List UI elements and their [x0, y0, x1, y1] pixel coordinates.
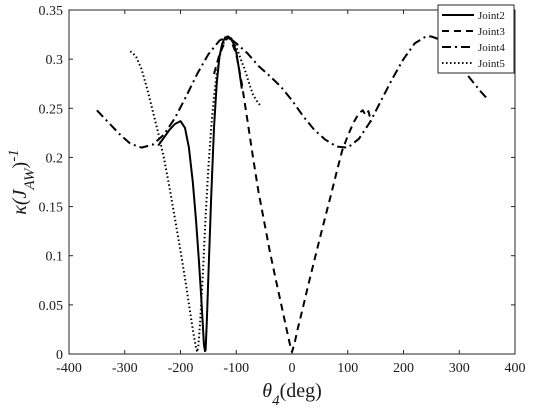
x-tick-label: 400 — [505, 361, 526, 376]
y-tick-label: 0.35 — [39, 4, 64, 19]
legend-label: Joint5 — [478, 58, 505, 70]
series-line-joint4 — [96, 35, 488, 149]
x-tick-label: -400 — [56, 361, 82, 376]
y-tick-label: 0 — [56, 348, 63, 363]
y-tick-label: 0.2 — [46, 151, 64, 166]
y-tick-label: 0.3 — [46, 53, 64, 68]
x-tick-label: -200 — [168, 361, 194, 376]
legend-label: Joint2 — [478, 10, 505, 22]
x-tick-label: 300 — [449, 361, 470, 376]
legend-label: Joint4 — [478, 42, 505, 54]
y-tick-label: 0.1 — [46, 250, 64, 265]
x-tick-label: -100 — [223, 361, 249, 376]
x-tick-label: 200 — [393, 361, 414, 376]
y-tick-label: 0.25 — [39, 102, 64, 117]
x-tick-label: -300 — [112, 361, 138, 376]
y-tick-label: 0.15 — [39, 201, 64, 216]
series-lines — [96, 35, 488, 353]
legend: Joint2 Joint3 Joint4 Joint5 — [437, 4, 515, 74]
y-tick-label: 0.05 — [39, 299, 64, 314]
y-axis-label: κ(JAW)-1 — [6, 149, 38, 214]
legend-box — [437, 4, 515, 74]
x-tick-label: 100 — [337, 361, 358, 376]
series-line-joint3 — [213, 36, 373, 353]
x-axis-label: θ4(deg) — [262, 380, 322, 409]
x-tick-label: 0 — [289, 361, 296, 376]
legend-label: Joint3 — [478, 26, 505, 38]
axis-ticks: -400 -300 -200 -100 0 100 200 300 400 0 0.05 0.1 0.1… — [39, 4, 526, 376]
